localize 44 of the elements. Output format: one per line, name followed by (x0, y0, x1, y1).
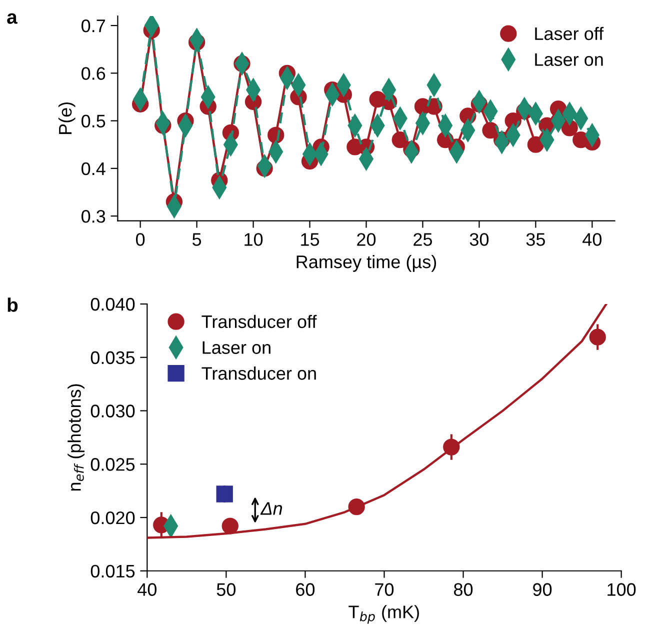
point (527, 136, 544, 153)
legend-label: Laser off (535, 26, 604, 40)
x-tick-label: 5 (192, 233, 202, 246)
y-axis-title: n$_{eff}$ (photons) (68, 384, 84, 491)
point (589, 328, 606, 346)
y-tick-label: 0.040 (90, 298, 135, 311)
x-tick-label: 35 (526, 233, 545, 246)
x-tick-label: 50 (216, 583, 236, 596)
x-tick-label: 30 (470, 233, 489, 246)
point (216, 486, 233, 502)
y-tick-label: 0.015 (90, 564, 135, 578)
y-tick-label: 0.030 (90, 404, 135, 418)
y-tick-label: 0.025 (90, 458, 135, 471)
x-tick-label: 40 (582, 233, 602, 246)
x-tick-label: 20 (357, 233, 376, 246)
legend-label: Transducer on (202, 366, 316, 380)
point (222, 518, 238, 534)
x-axis-title: T$_{bp}$ (mK) (348, 605, 419, 624)
x-tick-label: 10 (244, 233, 263, 246)
x-tick-label: 80 (454, 583, 473, 596)
x-tick-label: 0 (136, 233, 145, 246)
legend-label: Laser on (202, 341, 270, 354)
annotation: Δn (260, 502, 282, 515)
y-tick-label: 0.035 (90, 351, 135, 364)
y-tick-label: 0.7 (82, 19, 106, 32)
x-axis-title: Ramsey time (µs) (296, 254, 436, 272)
x-tick-label: 25 (414, 233, 432, 246)
legend-label: Transducer off (202, 314, 317, 328)
line-series (147, 304, 608, 539)
text: b (8, 298, 18, 312)
legend-label: Laser on (535, 53, 603, 66)
y-tick-label: 0.3 (82, 210, 106, 223)
x-tick-label: 40 (138, 583, 156, 596)
x-tick-label: 70 (375, 583, 394, 596)
text: a (7, 13, 18, 24)
x-tick-label: 15 (301, 233, 320, 246)
x-tick-label: 60 (296, 583, 315, 596)
y-tick-label: 0.5 (82, 114, 106, 128)
x-tick-label: 100 (608, 583, 636, 596)
y-tick-label: 0.020 (90, 511, 135, 524)
y-tick-label: 0.6 (82, 67, 106, 80)
y-axis-title: P(e) (58, 102, 76, 134)
x-tick-label: 90 (533, 583, 552, 596)
y-tick-label: 0.4 (82, 162, 106, 176)
